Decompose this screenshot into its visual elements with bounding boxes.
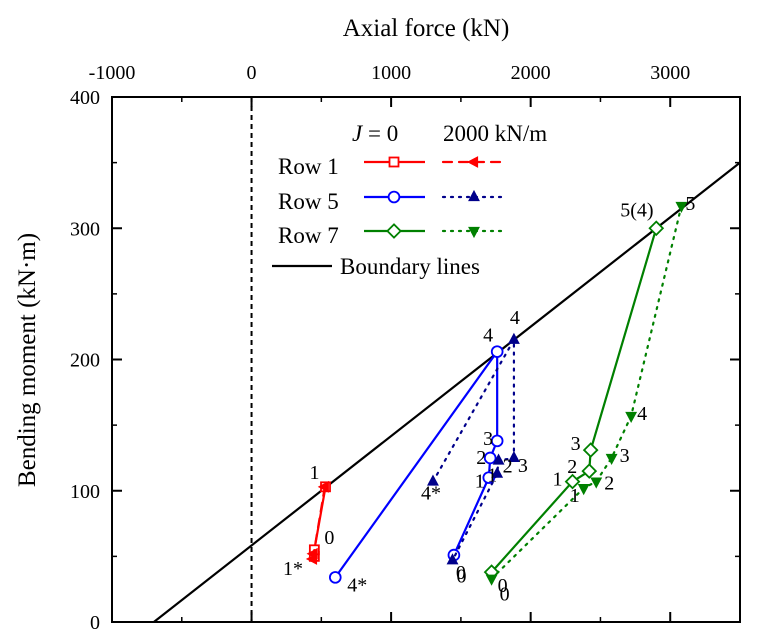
data-point [387, 190, 401, 204]
series-line [334, 350, 499, 579]
data-point [386, 223, 402, 239]
series-1 [305, 480, 329, 565]
y-tick-label: 400 [70, 87, 100, 109]
data-point [491, 466, 504, 478]
point-label: 4 [637, 403, 647, 425]
data-point [388, 156, 400, 168]
boundary-layer [153, 161, 740, 622]
data-point [468, 226, 480, 239]
plot-frame [111, 96, 741, 623]
point-label: 1 [487, 465, 497, 487]
legend-samples [272, 156, 506, 268]
y-axis-title: Bending moment (kN·m) [14, 233, 41, 487]
series-line [490, 204, 683, 580]
point-label: 1 [553, 469, 563, 491]
point-label: 2 [567, 456, 577, 478]
data-point [427, 474, 439, 486]
data-point [507, 332, 520, 344]
data-point [492, 453, 505, 465]
point-label: 1 [310, 462, 320, 484]
data-point [581, 463, 598, 479]
series-3 [427, 332, 520, 565]
data-point [485, 574, 498, 586]
y-tick-label: 300 [70, 218, 100, 240]
y-tick-label: 0 [90, 612, 100, 634]
point-label: 0 [324, 527, 334, 549]
legend-header-j0: J = 0 [352, 121, 398, 146]
point-label: 4* [421, 483, 441, 505]
point-label: 5 [685, 193, 695, 215]
legend-boundary-label: Boundary lines [340, 254, 480, 279]
point-label: 0 [498, 575, 508, 597]
data-point [306, 547, 318, 560]
series-line [490, 227, 658, 574]
series-layer [305, 201, 688, 586]
x-tick-label: 2000 [511, 62, 551, 84]
data-point [483, 451, 497, 465]
point-label: 3 [483, 428, 493, 450]
point-label: 3 [620, 445, 630, 467]
data-point [490, 345, 504, 358]
point-label: 4 [510, 307, 520, 329]
x-axis-title: Axial force (kN) [343, 15, 510, 42]
data-point [317, 480, 329, 493]
x-tick-label: 0 [247, 62, 257, 84]
data-point [466, 156, 479, 168]
point-label: 3 [518, 455, 528, 477]
point-label: 4* [347, 574, 367, 596]
data-point [582, 442, 599, 458]
data-point [564, 473, 581, 490]
data-point [605, 453, 618, 466]
data-point [328, 571, 342, 584]
boundary-line [153, 161, 740, 622]
point-label: 5(4) [620, 199, 653, 221]
point-label: 2 [604, 473, 614, 495]
point-label: 4 [483, 325, 493, 347]
series-4 [483, 220, 665, 580]
point-label: 0 [500, 584, 510, 606]
point-label: 2 [476, 447, 486, 469]
y-tick-label: 200 [70, 350, 100, 372]
point-label: 1 [475, 471, 485, 493]
x-tick-label: -1000 [89, 62, 136, 84]
x-tick-label: 1000 [371, 62, 411, 84]
data-point [590, 477, 603, 489]
point-label: 2 [503, 456, 513, 478]
point-label: 0 [456, 562, 466, 584]
point-label: 1* [283, 558, 303, 580]
data-point [507, 450, 520, 463]
series-5 [485, 201, 688, 586]
data-point [468, 189, 480, 202]
data-point [446, 553, 459, 565]
point-label: 1 [570, 485, 580, 507]
point-label: 3 [571, 433, 581, 455]
data-point [675, 201, 688, 214]
data-point [577, 484, 590, 496]
y-tick-label: 100 [70, 481, 100, 503]
data-point [648, 220, 665, 237]
legend-row5-label: Row 5 [278, 189, 339, 214]
legend: J = 0 2000 kN/m Row 1 Row 5 Row 7 Bounda… [272, 121, 547, 279]
legend-header-j-var: J [352, 121, 364, 146]
legend-row1-label: Row 1 [278, 154, 339, 179]
legend-header-j-value: = 0 [362, 121, 398, 146]
legend-row7-label: Row 7 [278, 223, 339, 248]
series-line [431, 338, 516, 562]
data-point [625, 411, 638, 424]
series-2 [328, 345, 504, 584]
legend-header-2000: 2000 kN/m [443, 121, 547, 146]
point-label: 0 [457, 565, 467, 587]
data-point [490, 434, 504, 448]
x-tick-label: 3000 [650, 62, 690, 84]
